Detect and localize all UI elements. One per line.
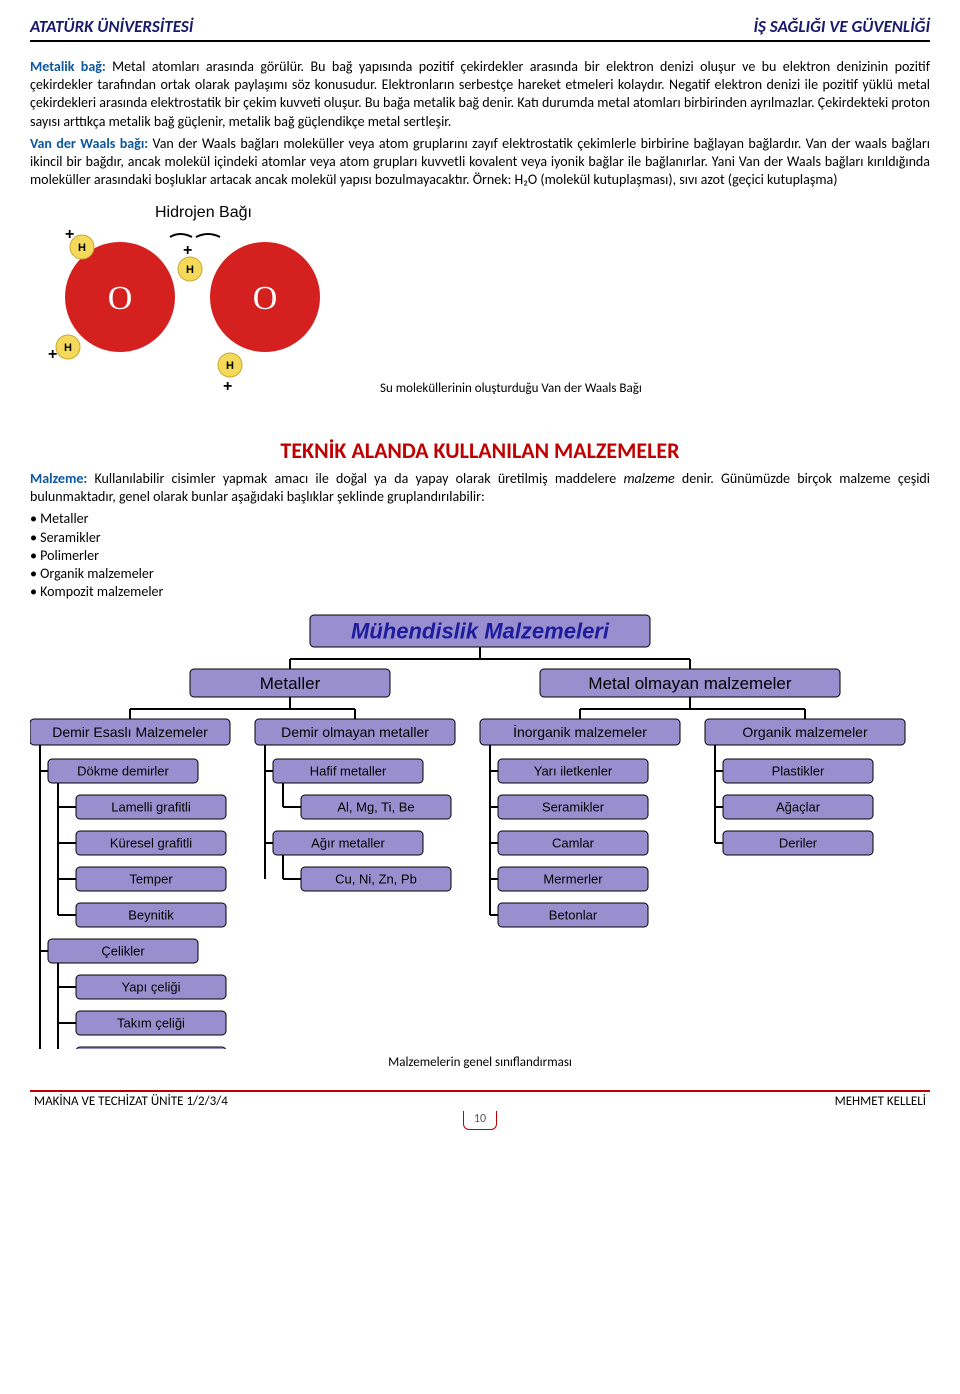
- page-number: 10: [463, 1111, 497, 1130]
- term-metallic: Metalik bağ:: [30, 58, 106, 75]
- hbond-title: Hidrojen Bağı: [155, 204, 252, 221]
- svg-text:Betonlar: Betonlar: [549, 908, 598, 923]
- svg-text:Mermerler: Mermerler: [543, 872, 603, 887]
- svg-text:İnorganik malzemeler: İnorganik malzemeler: [513, 723, 647, 740]
- svg-text:H: H: [64, 342, 72, 354]
- material-bullet-list: Metaller Seramikler Polimerler Organik m…: [30, 510, 930, 601]
- svg-text:+: +: [223, 378, 232, 395]
- page-header: ATATÜRK ÜNİVERSİTESİ İŞ SAĞLIĞI VE GÜVEN…: [30, 12, 930, 40]
- svg-text:Plastikler: Plastikler: [772, 764, 825, 779]
- svg-text:H: H: [78, 242, 86, 254]
- bullet-item: Organik malzemeler: [30, 565, 930, 583]
- svg-text:Mühendislik Malzemeleri: Mühendislik Malzemeleri: [351, 619, 610, 644]
- svg-text:Camlar: Camlar: [552, 836, 595, 851]
- footer-right: MEHMET KELLELİ: [835, 1094, 926, 1111]
- header-rule: [30, 40, 930, 42]
- hbond-caption: Su moleküllerinin oluşturduğu Van der Wa…: [380, 381, 642, 398]
- hydrogen-bond-svg: Hidrojen Bağı O O + H + H + H: [30, 197, 360, 427]
- svg-text:Çelikler: Çelikler: [101, 944, 145, 959]
- svg-text:Ağır metaller: Ağır metaller: [311, 836, 385, 851]
- svg-text:O: O: [108, 280, 133, 317]
- text-metallic: Metal atomları arasında görülür. Bu bağ …: [30, 58, 930, 130]
- paragraph-metallic-bond: Metalik bağ: Metal atomları arasında gör…: [30, 58, 930, 131]
- term-vdw: Van der Waals bağı:: [30, 135, 148, 152]
- svg-text:Deriler: Deriler: [779, 836, 818, 851]
- bullet-item: Metaller: [30, 510, 930, 528]
- svg-text:Demir olmayan metaller: Demir olmayan metaller: [281, 724, 429, 740]
- svg-text:Lamelli grafitli: Lamelli grafitli: [111, 800, 191, 815]
- svg-text:Ağaçlar: Ağaçlar: [776, 800, 821, 815]
- svg-text:Demir Esaslı Malzemeler: Demir Esaslı Malzemeler: [52, 724, 208, 740]
- term-material: Malzeme:: [30, 470, 87, 487]
- hydrogen-bond-figure: Hidrojen Bağı O O + H + H + H: [30, 197, 930, 427]
- page-footer: MAKİNA VE TECHİZAT ÜNİTE 1/2/3/4 MEHMET …: [30, 1090, 930, 1129]
- svg-text:Cu, Ni, Zn, Pb: Cu, Ni, Zn, Pb: [335, 872, 417, 887]
- svg-text:Yapı çeliği: Yapı çeliği: [121, 980, 180, 995]
- svg-text:Seramikler: Seramikler: [542, 800, 605, 815]
- section-heading-materials: TEKNİK ALANDA KULLANILAN MALZEMELER: [30, 437, 930, 466]
- svg-text:Yarı iletkenler: Yarı iletkenler: [534, 764, 613, 779]
- bullet-item: Kompozit malzemeler: [30, 583, 930, 601]
- svg-text:Temper: Temper: [129, 872, 173, 887]
- svg-text:H: H: [226, 360, 234, 372]
- bullet-item: Seramikler: [30, 529, 930, 547]
- svg-text:+: +: [65, 226, 74, 243]
- svg-text:Metaller: Metaller: [260, 674, 321, 693]
- header-left: ATATÜRK ÜNİVERSİTESİ: [30, 16, 193, 38]
- svg-text:Al, Mg, Ti, Be: Al, Mg, Ti, Be: [337, 800, 414, 815]
- svg-text:Küresel grafitli: Küresel grafitli: [110, 836, 192, 851]
- svg-text:H: H: [186, 264, 194, 276]
- tree-caption: Malzemelerin genel sınıflandırması: [30, 1055, 930, 1072]
- header-right: İŞ SAĞLIĞI VE GÜVENLİĞİ: [753, 16, 930, 38]
- svg-text:Organik malzemeler: Organik malzemeler: [742, 724, 868, 740]
- svg-text:Beynitik: Beynitik: [128, 908, 174, 923]
- svg-text:+: +: [48, 346, 57, 363]
- footer-rule: [30, 1090, 930, 1092]
- bullet-item: Polimerler: [30, 547, 930, 565]
- text-vdw: Van der Waals bağları moleküller veya at…: [30, 135, 930, 188]
- footer-left: MAKİNA VE TECHİZAT ÜNİTE 1/2/3/4: [34, 1094, 228, 1111]
- svg-text:+: +: [183, 242, 192, 259]
- materials-tree-diagram: Mühendislik Malzemeleri Metaller Metal olm…: [30, 609, 930, 1049]
- svg-text:O: O: [253, 280, 278, 317]
- svg-text:Hafif metaller: Hafif metaller: [310, 764, 387, 779]
- svg-text:Dökme demirler: Dökme demirler: [77, 764, 169, 779]
- svg-text:Takım çeliği: Takım çeliği: [117, 1016, 185, 1031]
- paragraph-material-def: Malzeme: Kullanılabilir cisimler yapmak …: [30, 470, 930, 506]
- svg-text:Metal olmayan malzemeler: Metal olmayan malzemeler: [588, 674, 791, 693]
- paragraph-vdw-bond: Van der Waals bağı: Van der Waals bağlar…: [30, 135, 930, 190]
